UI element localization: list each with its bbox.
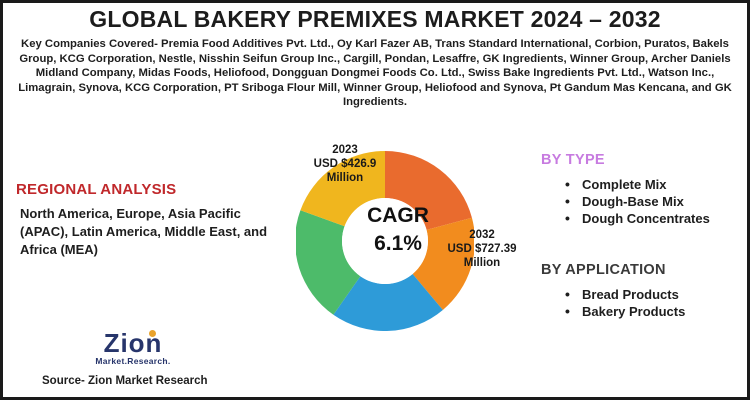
label-2023-unit: Million xyxy=(326,172,364,184)
donut-segment-orange xyxy=(385,151,472,230)
key-companies-text: Key Companies Covered- Premia Food Addit… xyxy=(18,38,732,109)
list-item: Dough Concentrates xyxy=(563,210,710,227)
donut-segment-blue xyxy=(333,273,443,331)
label-2032-year: 2032 xyxy=(469,229,495,241)
logo-dot-icon xyxy=(149,330,156,337)
label-2032-value: USD $727.39 xyxy=(447,243,517,255)
list-item: Bakery Products xyxy=(563,303,685,320)
label-2032: 2032 USD $727.39 Million xyxy=(430,228,534,270)
by-type-list: Complete Mix Dough-Base Mix Dough Concen… xyxy=(563,176,710,227)
list-item: Complete Mix xyxy=(563,176,710,193)
cagr-label: CAGR xyxy=(367,204,429,227)
label-2032-unit: Million xyxy=(463,257,501,269)
by-application-heading: BY APPLICATION xyxy=(541,262,666,278)
regional-analysis-heading: REGIONAL ANALYSIS xyxy=(16,181,177,198)
logo-subtext: Market.Research. xyxy=(95,356,171,366)
label-2023-value: USD $426.9 xyxy=(313,158,377,170)
zion-logo: Zion Market.Research. xyxy=(88,330,178,370)
label-2023-year: 2023 xyxy=(332,144,358,156)
donut-segment-amber xyxy=(412,217,474,310)
donut-segment-green xyxy=(296,210,361,315)
by-application-list: Bread Products Bakery Products xyxy=(563,286,685,320)
donut-segment-yellow xyxy=(300,151,385,227)
label-2023: 2023 USD $426.9 Million xyxy=(300,143,390,185)
page-title: GLOBAL BAKERY PREMIXES MARKET 2024 – 203… xyxy=(89,6,661,32)
by-type-heading: BY TYPE xyxy=(541,152,605,168)
regional-analysis-text: North America, Europe, Asia Pacific (APA… xyxy=(20,206,268,257)
cagr-value: 6.1% xyxy=(374,232,422,255)
market-donut-chart xyxy=(296,151,474,331)
donut-center xyxy=(342,198,428,284)
list-item: Bread Products xyxy=(563,286,685,303)
logo-wordmark: Zion xyxy=(103,328,163,358)
list-item: Dough-Base Mix xyxy=(563,193,710,210)
source-text: Source- Zion Market Research xyxy=(42,375,208,387)
